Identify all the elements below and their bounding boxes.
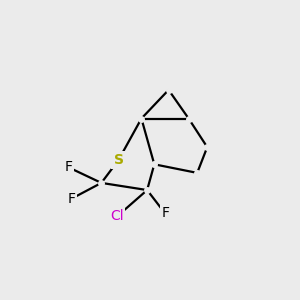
Text: F: F [162, 206, 170, 220]
Text: F: F [67, 192, 75, 206]
Text: S: S [113, 153, 124, 167]
Text: F: F [64, 160, 73, 174]
Text: Cl: Cl [110, 209, 124, 223]
